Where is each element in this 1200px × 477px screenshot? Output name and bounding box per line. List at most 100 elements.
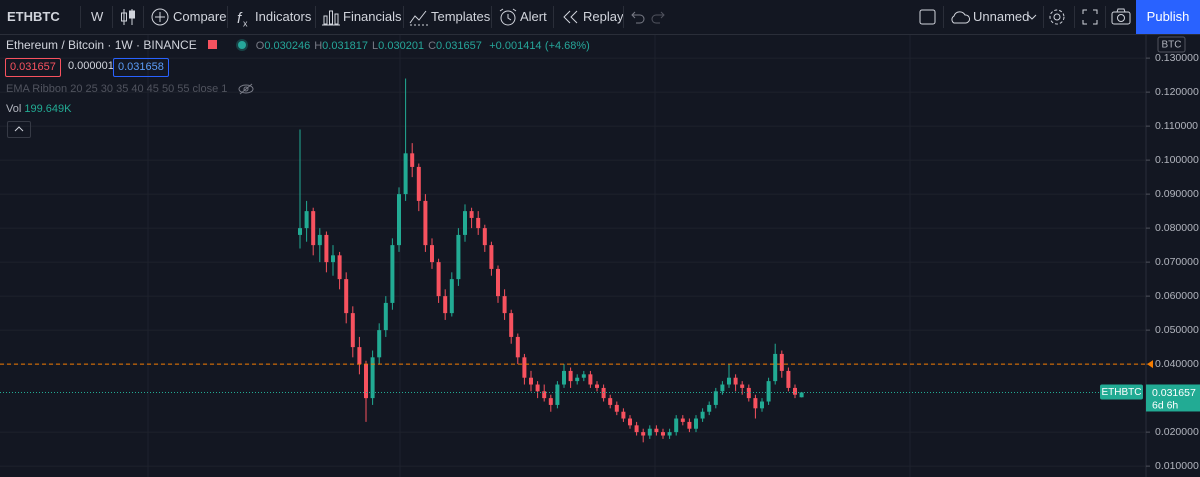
candle-body	[515, 336, 520, 358]
candle-body	[548, 398, 553, 405]
change-percent: (+4.68%)	[544, 40, 590, 52]
alert[interactable]: Alert	[520, 9, 547, 24]
cloud-icon[interactable]	[949, 7, 971, 27]
svg-text:x: x	[243, 18, 248, 27]
separator	[227, 6, 228, 28]
candle-body	[581, 374, 586, 378]
candle-body	[641, 432, 646, 436]
change: +0.001414	[489, 40, 542, 52]
candles	[298, 78, 804, 443]
candle-body	[496, 268, 500, 297]
candle-body	[423, 200, 428, 246]
collapse-button[interactable]	[7, 121, 31, 138]
candle-body	[700, 411, 705, 419]
candle-body	[562, 370, 566, 385]
ema-ribbon-label: EMA Ribbon 20 25 30 35 40 45 50 55 close…	[6, 83, 228, 95]
publish-button[interactable]: Publish	[1136, 0, 1200, 34]
compare[interactable]: Compare	[173, 9, 227, 24]
chart-type-icon[interactable]	[118, 7, 138, 27]
candle-body	[390, 245, 395, 303]
candle-body	[621, 411, 626, 419]
layout-icon[interactable]	[918, 7, 938, 27]
y-tick-label: 0.080000	[1155, 222, 1199, 234]
candle-body	[370, 357, 375, 399]
volume-label: Vol	[6, 103, 22, 115]
candle-body	[786, 370, 791, 388]
separator	[1043, 6, 1044, 28]
symbol-label: ETHBTC	[1102, 387, 1142, 398]
layout-name[interactable]: Unnamed	[973, 9, 1030, 24]
candle-body	[707, 404, 712, 412]
templates[interactable]: Templates	[431, 9, 491, 24]
chart-background	[0, 35, 1200, 477]
candle-body	[529, 377, 533, 385]
fullscreen-icon[interactable]	[1080, 7, 1100, 27]
alert-icon[interactable]	[498, 7, 518, 27]
separator	[553, 6, 554, 28]
candle-body	[793, 387, 797, 395]
y-tick-label: 0.130000	[1155, 52, 1199, 64]
flag-icon[interactable]	[208, 40, 218, 49]
ema-ribbon: EMA Ribbon 20 25 30 35 40 45 50 55 close…	[6, 83, 254, 95]
interval[interactable]: W	[91, 9, 104, 24]
candle-body	[713, 391, 718, 405]
candle-body	[727, 377, 731, 385]
candle-body	[403, 153, 408, 195]
alert-marker	[1147, 360, 1153, 369]
settings-icon[interactable]	[1047, 7, 1067, 27]
sell-price[interactable]: 0.031657	[5, 58, 61, 77]
candle-body	[634, 425, 639, 433]
candle-body	[766, 381, 771, 402]
hidden-icon[interactable]	[238, 83, 254, 95]
currency: BTC	[1162, 40, 1182, 51]
candle-body	[357, 347, 362, 365]
candle-body	[397, 194, 401, 246]
last-price-label: 0.031657	[1152, 387, 1196, 399]
candle-body	[522, 357, 527, 378]
undo-redo[interactable]	[628, 7, 668, 27]
candle-body	[430, 245, 434, 263]
candle-body	[469, 211, 474, 218]
separator	[943, 6, 944, 28]
candle-body	[628, 418, 632, 426]
candle-body	[476, 217, 481, 229]
candle-body	[350, 313, 355, 348]
ohlc-value: 0.030201	[378, 40, 425, 52]
replay-icon[interactable]	[561, 7, 581, 27]
candle-body	[344, 279, 349, 314]
ohlc-value: 0.031657	[436, 40, 482, 52]
candle-body	[654, 428, 659, 433]
financials[interactable]: Financials	[343, 9, 402, 24]
candle-body	[443, 296, 448, 314]
legend-title: Ethereum / Bitcoin · 1W · BINANCE	[6, 38, 197, 52]
candle-body	[740, 384, 745, 388]
collapse-icon	[14, 126, 24, 132]
symbol[interactable]: ETHBTC	[7, 9, 60, 24]
price-lines: ETHBTC	[0, 363, 1146, 400]
indicators[interactable]: Indicators	[255, 9, 312, 24]
candle-body	[760, 401, 764, 409]
y-tick-label: 0.060000	[1155, 290, 1199, 302]
layout-caret[interactable]	[1026, 7, 1038, 27]
candle-body	[575, 377, 580, 382]
candle-body	[661, 432, 665, 436]
replay[interactable]: Replay	[583, 9, 624, 24]
templates-icon[interactable]	[409, 7, 429, 27]
candle-body	[542, 391, 547, 399]
financials-icon[interactable]	[321, 7, 341, 27]
separator	[491, 6, 492, 28]
candle-body	[588, 374, 593, 385]
candle-body	[489, 245, 494, 269]
compare-icon[interactable]	[150, 7, 170, 27]
buy-price[interactable]: 0.031658	[113, 58, 169, 77]
ohlc-value: 0.030246	[264, 40, 311, 52]
last-price-box	[1146, 384, 1200, 412]
symbol-label-box	[1100, 384, 1143, 400]
ohlc: O0.030246 H0.031817 L0.030201 C0.031657	[256, 40, 486, 52]
candle-body	[733, 377, 738, 385]
countdown: 6d 6h	[1152, 399, 1178, 411]
snapshot-icon[interactable]	[1110, 7, 1132, 27]
candle-body	[377, 330, 382, 358]
